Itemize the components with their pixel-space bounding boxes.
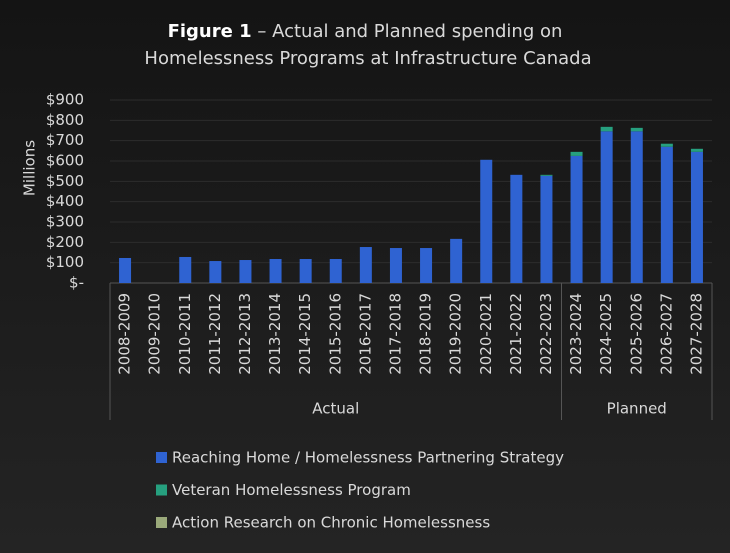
y-tick-label: $400 xyxy=(46,192,84,210)
bar-segment xyxy=(299,259,312,283)
chart-title: Figure 1 – Actual and Planned spending o… xyxy=(168,21,563,42)
bar-segment xyxy=(600,131,613,283)
title-prefix: Figure 1 xyxy=(168,21,252,42)
bar-segment xyxy=(570,155,583,283)
x-tick-label: 2023-2024 xyxy=(567,293,585,375)
x-tick-label: 2019-2020 xyxy=(447,293,465,375)
legend-swatch xyxy=(156,452,167,463)
y-tick-label: $800 xyxy=(46,111,84,129)
y-tick-label: $900 xyxy=(46,91,84,109)
bar-segment xyxy=(690,148,703,152)
bar-segment xyxy=(179,256,192,283)
bar-segment xyxy=(540,175,553,283)
y-tick-label: $700 xyxy=(46,131,84,149)
x-tick-label: 2012-2013 xyxy=(236,293,254,375)
x-tick-label: 2016-2017 xyxy=(356,293,374,375)
x-tick-label: 2018-2019 xyxy=(417,293,435,375)
x-tick-label: 2024-2025 xyxy=(597,293,615,375)
legend-label: Veteran Homelessness Program xyxy=(172,481,411,499)
x-tick-label: 2008-2009 xyxy=(116,293,134,375)
bar-segment xyxy=(480,159,493,283)
bar-segment xyxy=(389,248,402,283)
x-tick-label: 2011-2012 xyxy=(206,293,224,375)
y-tick-label: $- xyxy=(69,274,84,292)
x-tick-label: 2015-2016 xyxy=(326,293,344,375)
bar-segment xyxy=(239,260,252,283)
bar-segment xyxy=(420,248,433,283)
title-line: – Actual and Planned spending on xyxy=(257,21,562,42)
x-tick-label: 2014-2015 xyxy=(296,293,314,375)
bar-segment xyxy=(540,174,553,176)
bar-segment xyxy=(660,146,673,283)
bar-segment xyxy=(630,127,643,132)
x-tick-label: 2022-2023 xyxy=(537,293,555,375)
bar-segment xyxy=(329,259,342,283)
x-tick-label: 2026-2027 xyxy=(657,293,675,375)
x-tick-label: 2017-2018 xyxy=(386,293,404,375)
bar-segment xyxy=(359,247,372,283)
bar-segment xyxy=(660,143,673,147)
bar-segment xyxy=(119,257,132,283)
legend-swatch xyxy=(156,484,167,496)
x-tick-label: 2020-2021 xyxy=(477,293,495,375)
group-label: Actual xyxy=(312,400,359,418)
y-tick-label: $300 xyxy=(46,213,84,231)
bar-segment xyxy=(450,238,463,283)
x-tick-label: 2009-2010 xyxy=(146,293,164,375)
bar-segment xyxy=(630,131,643,283)
x-tick-label: 2013-2014 xyxy=(266,293,284,375)
x-tick-label: 2025-2026 xyxy=(627,293,645,375)
y-tick-label: $600 xyxy=(46,152,84,170)
bar-segment xyxy=(269,259,282,283)
legend-swatch xyxy=(156,517,167,528)
y-axis-title: Millions xyxy=(21,140,39,196)
legend-label: Reaching Home / Homelessness Partnering … xyxy=(172,449,564,467)
y-tick-label: $100 xyxy=(46,253,84,271)
x-tick-label: 2027-2028 xyxy=(687,293,705,375)
bar-segment xyxy=(690,151,703,283)
y-tick-label: $200 xyxy=(46,233,84,251)
bar-segment xyxy=(600,126,613,132)
y-tick-label: $500 xyxy=(46,172,84,190)
legend-label: Action Research on Chronic Homelessness xyxy=(172,514,490,532)
bar-segment xyxy=(510,174,523,283)
bar-segment xyxy=(209,261,222,283)
bar-segment xyxy=(570,151,583,156)
group-label: Planned xyxy=(607,400,667,418)
x-tick-label: 2010-2011 xyxy=(176,293,194,375)
title-line: Homelessness Programs at Infrastructure … xyxy=(144,48,591,69)
x-tick-label: 2021-2022 xyxy=(507,293,525,375)
